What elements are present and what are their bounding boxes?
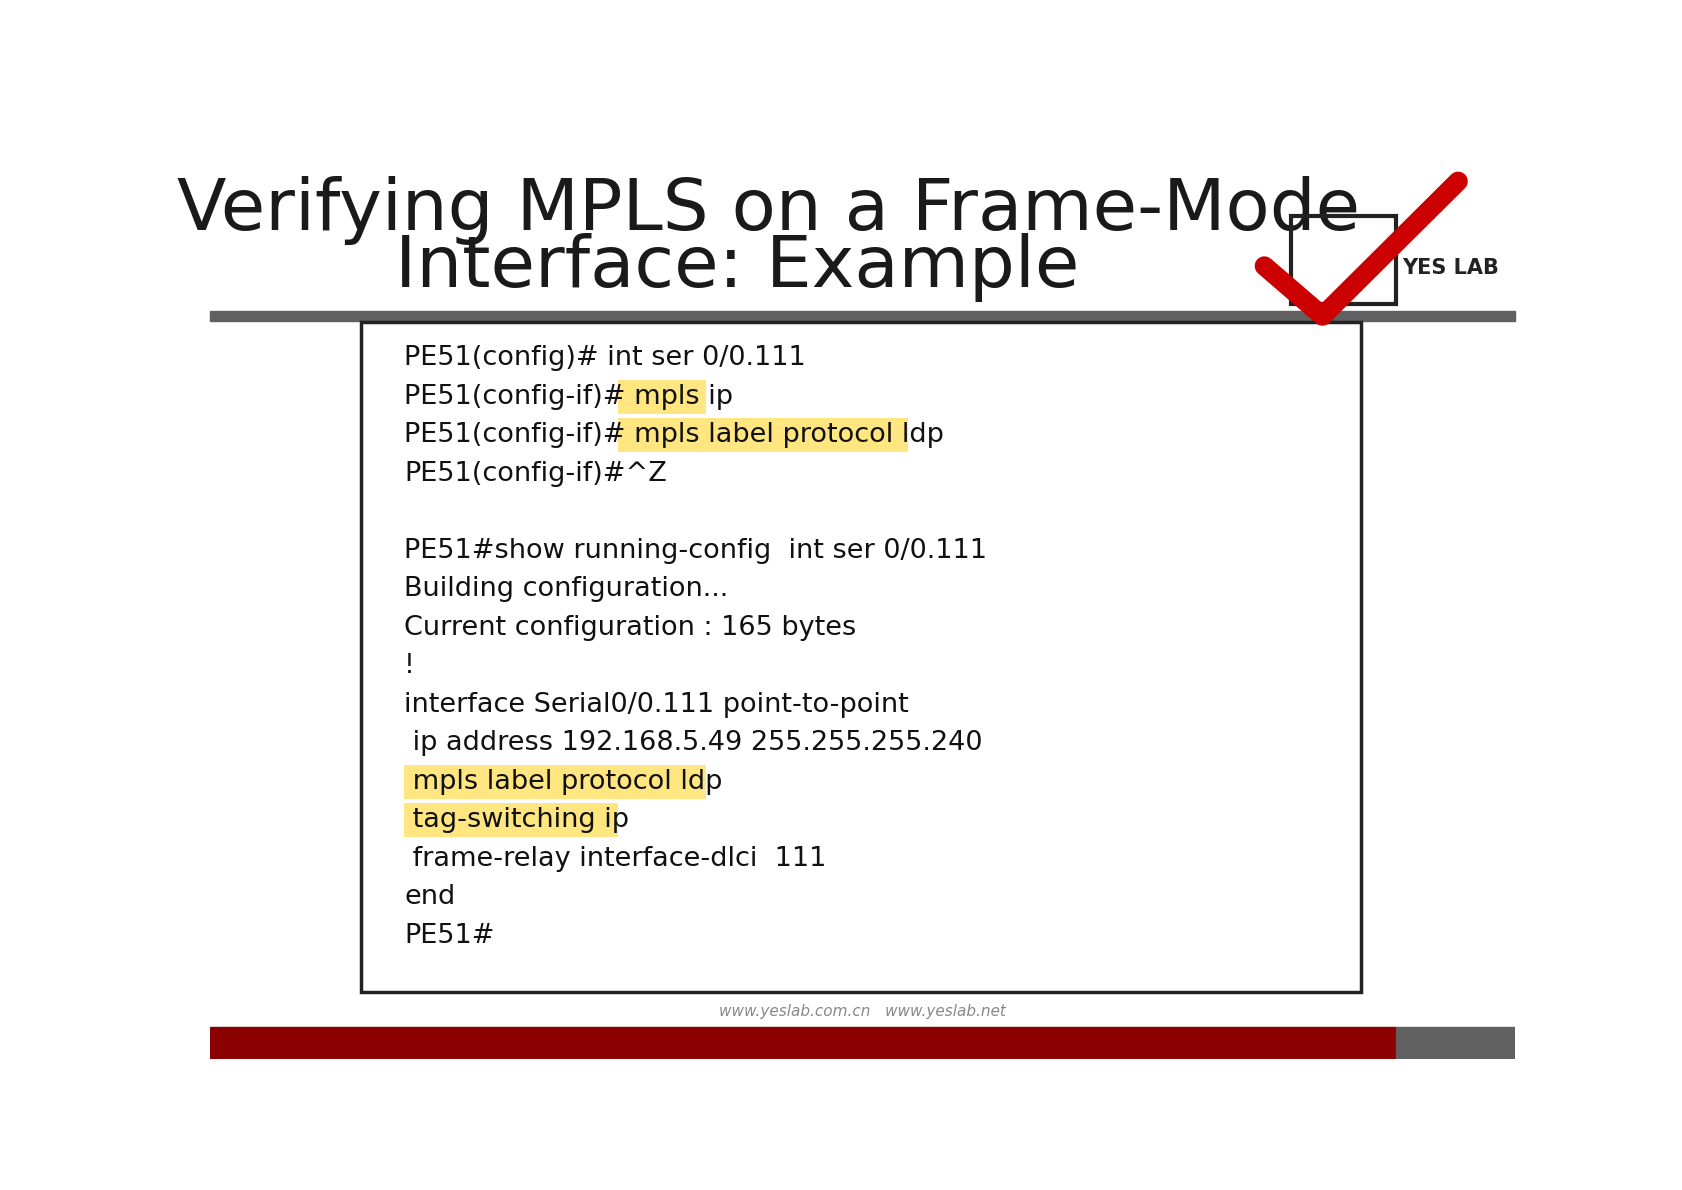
Bar xyxy=(362,322,1361,992)
Text: interface Serial0/0.111 point-to-point: interface Serial0/0.111 point-to-point xyxy=(404,691,908,718)
Bar xyxy=(210,311,1514,320)
Bar xyxy=(1290,215,1396,305)
Bar xyxy=(617,419,907,452)
Text: PE51#: PE51# xyxy=(404,923,495,948)
Text: Interface: Example: Interface: Example xyxy=(395,233,1078,302)
Bar xyxy=(404,803,617,838)
Text: Current configuration : 165 bytes: Current configuration : 165 bytes xyxy=(404,615,856,641)
Bar xyxy=(1396,1027,1514,1059)
Text: ip address 192.168.5.49 255.255.255.240: ip address 192.168.5.49 255.255.255.240 xyxy=(404,731,982,757)
Text: PE51(config)# int ser 0/0.111: PE51(config)# int ser 0/0.111 xyxy=(404,345,806,371)
Bar xyxy=(210,1027,1396,1059)
Text: www.yeslab.com.cn   www.yeslab.net: www.yeslab.com.cn www.yeslab.net xyxy=(718,1004,1004,1019)
Text: PE51(config-if)#^Z: PE51(config-if)#^Z xyxy=(404,461,666,487)
Text: !: ! xyxy=(404,653,415,679)
Text: PE51#show running-config  int ser 0/0.111: PE51#show running-config int ser 0/0.111 xyxy=(404,538,987,564)
Bar xyxy=(404,765,706,798)
Text: YES LAB: YES LAB xyxy=(1401,258,1499,278)
Text: PE51(config-if)# mpls ip: PE51(config-if)# mpls ip xyxy=(404,384,733,409)
Text: mpls label protocol ldp: mpls label protocol ldp xyxy=(404,769,722,795)
Text: end: end xyxy=(404,884,456,910)
Text: PE51(config-if)# mpls label protocol ldp: PE51(config-if)# mpls label protocol ldp xyxy=(404,422,944,449)
Bar xyxy=(617,380,706,414)
Text: Verifying MPLS on a Frame-Mode: Verifying MPLS on a Frame-Mode xyxy=(177,176,1359,245)
Text: tag-switching ip: tag-switching ip xyxy=(404,807,629,833)
Text: frame-relay interface-dlci  111: frame-relay interface-dlci 111 xyxy=(404,846,826,872)
Text: Building configuration...: Building configuration... xyxy=(404,576,728,602)
